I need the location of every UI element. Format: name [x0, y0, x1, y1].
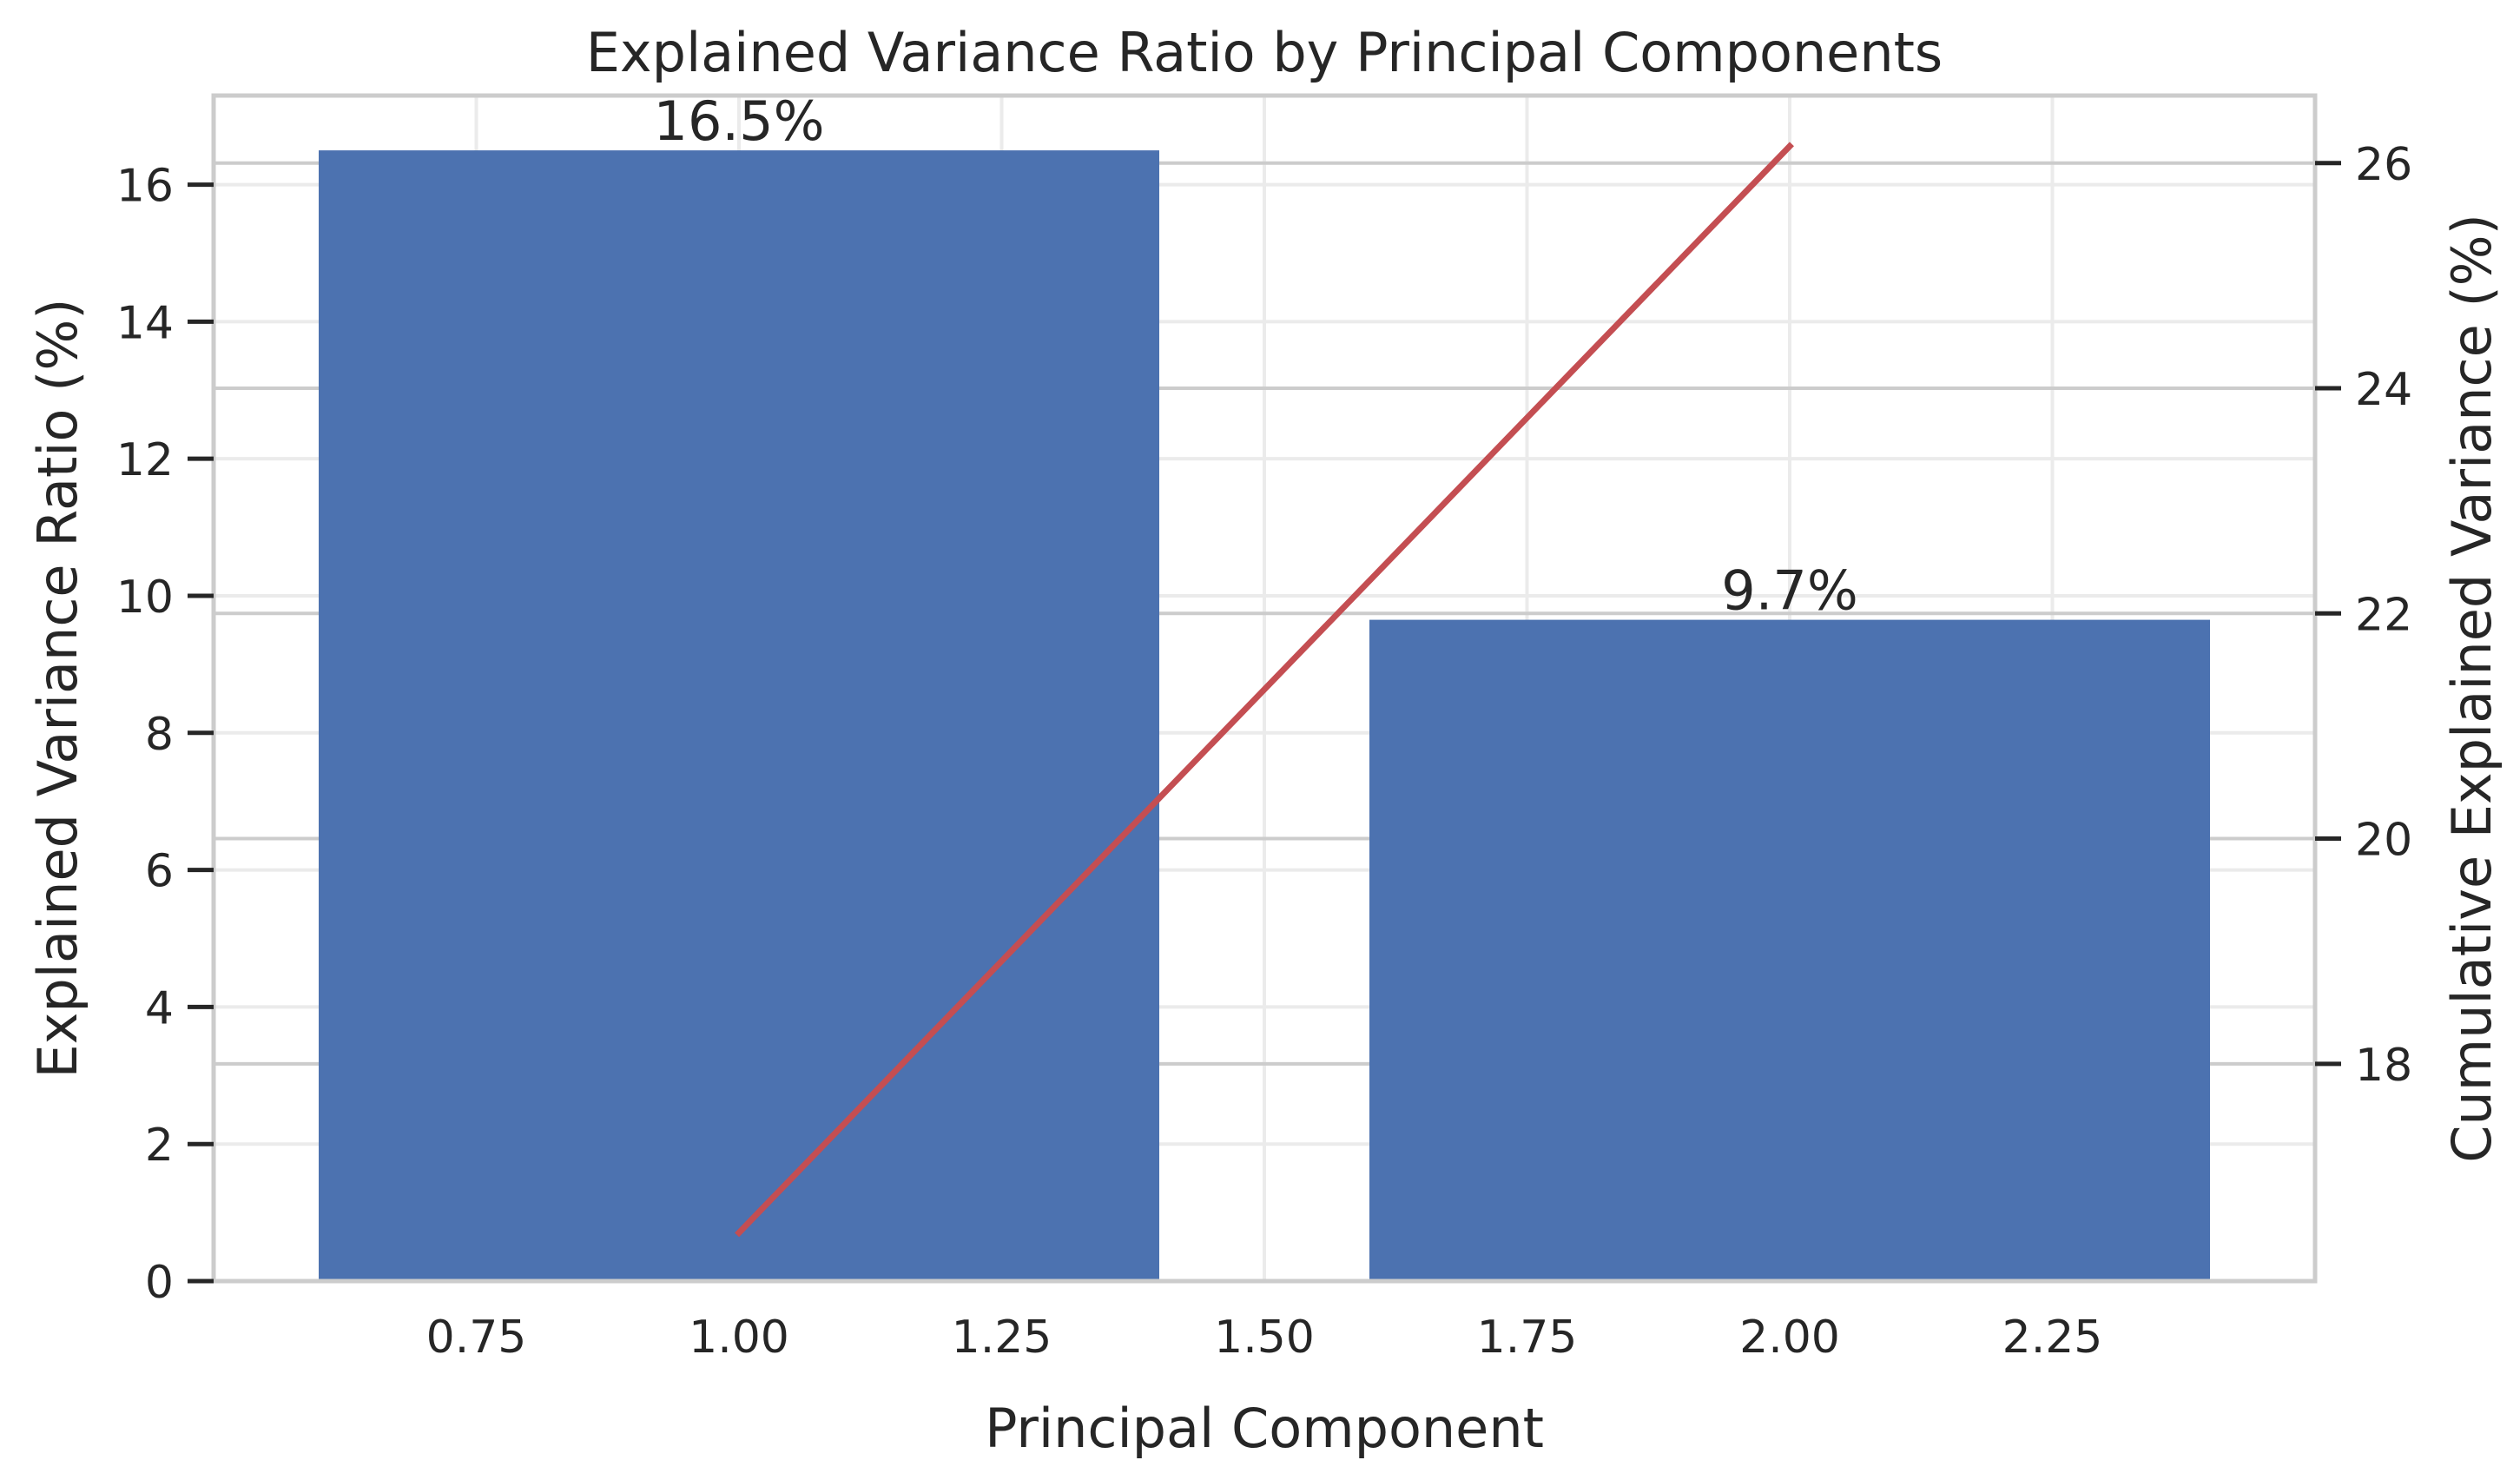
bar-pc1	[319, 150, 1159, 1282]
bars-layer	[319, 150, 2210, 1282]
y2-axis-label: Cumulative Explained Variance (%)	[2440, 214, 2504, 1163]
y-tick-label: 4	[145, 982, 174, 1034]
chart-title: Explained Variance Ratio by Principal Co…	[586, 21, 1943, 84]
x-tick-label: 1.00	[689, 1312, 789, 1364]
ticks-layer: 0.75 1.00 1.25 1.50 1.75 2.00 2.25024681012141…	[116, 139, 2412, 1364]
x-tick-label: 0.75	[426, 1312, 527, 1364]
y2-tick-label: 20	[2355, 815, 2412, 867]
y-tick-label: 12	[116, 434, 174, 486]
y2-tick-label: 24	[2355, 364, 2412, 416]
y-tick-label: 10	[116, 572, 174, 624]
x-tick-label: 1.75	[1477, 1312, 1578, 1364]
plot-frame	[211, 93, 2318, 1284]
cumulative-variance-line	[735, 142, 1794, 1238]
bar-pc2	[1369, 619, 2210, 1281]
bar-data-label: 16.5%	[654, 89, 825, 153]
y-tick-label: 16	[116, 161, 174, 213]
y2-tick-label: 26	[2355, 139, 2412, 191]
bar-data-label: 9.7%	[1721, 559, 1858, 623]
cumulative-line-layer	[735, 142, 1794, 1238]
y-tick-label: 0	[145, 1257, 174, 1309]
y-tick-label: 2	[145, 1120, 174, 1172]
x-axis-label: Principal Component	[985, 1397, 1544, 1460]
y2-tick-label: 22	[2355, 589, 2412, 641]
data-labels-layer: 16.5% 9.7%	[654, 89, 1858, 622]
y-tick-label: 14	[116, 297, 174, 349]
y2-tick-label: 18	[2355, 1040, 2412, 1092]
y-axis-label: Explained Variance Ratio (%)	[26, 299, 89, 1079]
y-tick-label: 6	[145, 846, 174, 898]
x-tick-label: 1.25	[952, 1312, 1052, 1364]
x-tick-label: 2.25	[2002, 1312, 2103, 1364]
y-tick-label: 8	[145, 709, 174, 761]
x-tick-label: 2.00	[1739, 1312, 1840, 1364]
x-tick-label: 1.50	[1214, 1312, 1315, 1364]
